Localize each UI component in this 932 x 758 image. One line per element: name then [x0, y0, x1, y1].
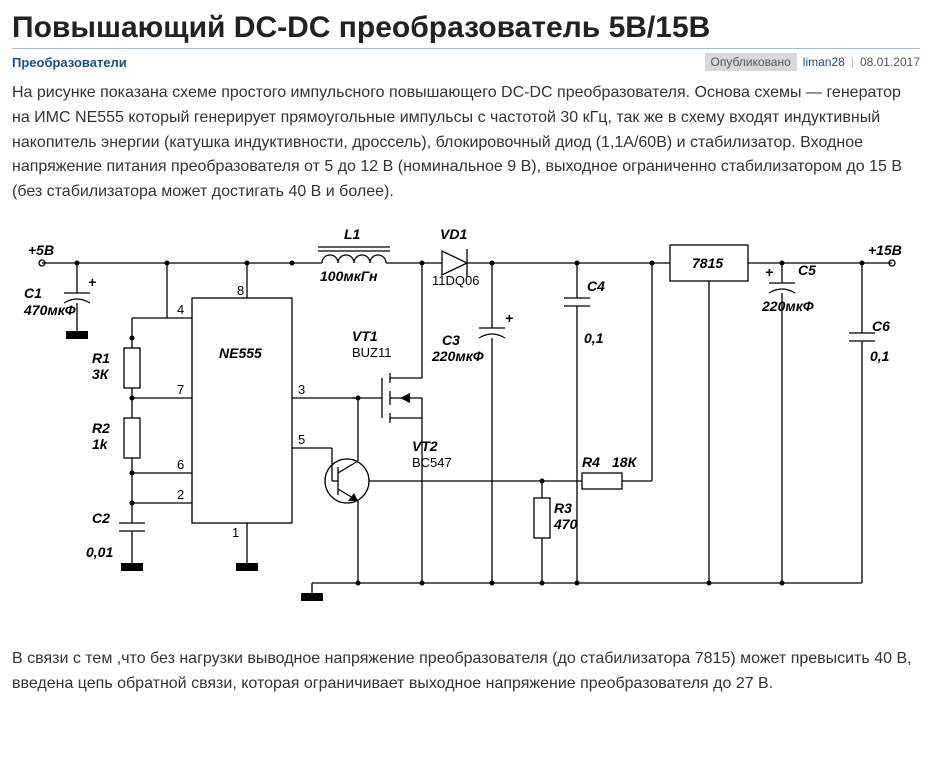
u2-ref: 7815: [692, 255, 723, 271]
published-label: Опубликовано: [705, 53, 797, 71]
c5-ref: С5: [798, 262, 816, 278]
svg-text:+: +: [88, 274, 96, 290]
c2-ref: С2: [92, 510, 110, 526]
l1-ref: L1: [344, 226, 361, 242]
c1-ref: С1: [24, 285, 42, 301]
separator: |: [851, 55, 854, 69]
r3-val: 470: [553, 516, 578, 532]
vt1-val: BUZ11: [352, 345, 392, 360]
vt2-ref: VT2: [412, 438, 438, 454]
c5-val: 220мкФ: [761, 298, 814, 314]
publish-date: 08.01.2017: [860, 55, 920, 69]
svg-text:5: 5: [298, 432, 305, 447]
r2-ref: R2: [92, 420, 110, 436]
rail-out-label: +15В: [868, 242, 902, 258]
svg-text:4: 4: [177, 302, 184, 317]
svg-text:7: 7: [177, 382, 184, 397]
r4-ref: R4: [582, 454, 600, 470]
svg-text:1: 1: [232, 525, 239, 540]
c2-val: 0,01: [86, 544, 113, 560]
svg-text:2: 2: [177, 487, 184, 502]
l1-val: 100мкГн: [320, 268, 378, 284]
outro-paragraph: В связи с тем ,что без нагрузки выводное…: [12, 647, 920, 697]
svg-text:6: 6: [177, 457, 184, 472]
intro-paragraph: На рисунке показана схеме простого импул…: [12, 81, 920, 205]
r3-ref: R3: [554, 500, 572, 516]
publication-info: Опубликовано liman28 | 08.01.2017: [705, 53, 921, 71]
r1-val: 3К: [92, 366, 110, 382]
r4-val: 18К: [612, 454, 638, 470]
vt1-ref: VT1: [352, 328, 378, 344]
r1-ref: R1: [92, 350, 110, 366]
c3-ref: С3: [442, 332, 460, 348]
c6-val: 0,1: [870, 348, 890, 364]
svg-text:3: 3: [298, 382, 305, 397]
c3-val: 220мкФ: [431, 348, 484, 364]
schematic-diagram: +5В + С1 470мкФ NE555 8 4 7 6 2 1 3 5 R1…: [22, 223, 910, 623]
c6-ref: С6: [872, 318, 890, 334]
c4-ref: С4: [587, 278, 605, 294]
author-link[interactable]: liman28: [803, 55, 845, 69]
vd1-ref: VD1: [440, 226, 467, 242]
ne555-ref: NE555: [219, 345, 262, 361]
meta-row: Преобразователи Опубликовано liman28 | 0…: [12, 53, 920, 71]
c1-val: 470мкФ: [23, 302, 76, 318]
c4-val: 0,1: [584, 330, 604, 346]
svg-text:8: 8: [237, 283, 244, 298]
vd1-val: 11DQ06: [432, 273, 479, 288]
svg-text:+: +: [505, 310, 513, 326]
category-link[interactable]: Преобразователи: [12, 55, 127, 70]
vt2-val: BC547: [412, 455, 452, 470]
page-title: Повышающий DC-DC преобразователь 5В/15В: [12, 10, 920, 49]
rail-in-label: +5В: [28, 242, 54, 258]
r2-val: 1k: [92, 436, 109, 452]
svg-text:+: +: [765, 264, 773, 280]
